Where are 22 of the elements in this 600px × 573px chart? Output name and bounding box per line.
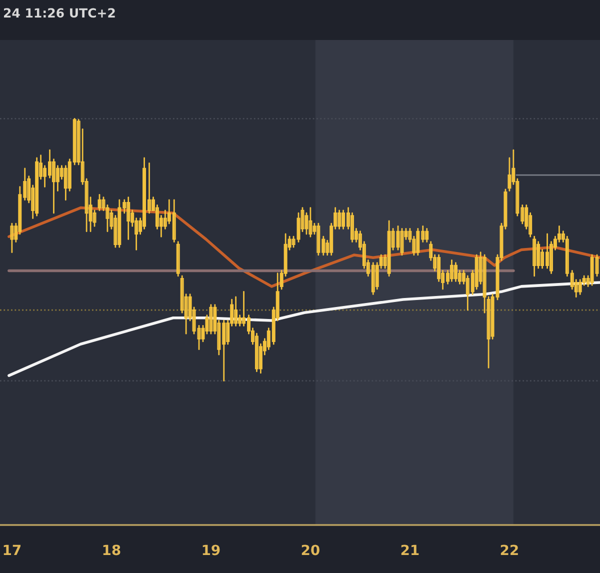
x-tick-label: 20	[302, 544, 320, 556]
x-tick-label: 22	[500, 544, 518, 555]
candlestick	[454, 262, 458, 282]
candlestick	[64, 165, 68, 201]
candlestick	[425, 228, 429, 243]
candlestick	[234, 296, 238, 326]
text: 24 11:26 UTC+2	[4, 8, 115, 18]
x-tick-label: 21	[401, 544, 419, 555]
candlestick	[10, 222, 14, 254]
candlestick	[98, 194, 102, 212]
candlestick	[400, 228, 404, 256]
x-tick-label: 19	[202, 544, 220, 556]
candlestick	[126, 196, 130, 240]
candlestick	[578, 279, 582, 295]
candlestick	[338, 210, 342, 230]
candlestick	[450, 260, 454, 282]
candlestick	[209, 304, 213, 334]
candlestick	[176, 241, 180, 277]
candlestick	[532, 236, 536, 277]
x-tick-label: 17	[4, 544, 20, 555]
candlestick	[308, 207, 312, 238]
x-tick-label: 18	[103, 544, 120, 556]
